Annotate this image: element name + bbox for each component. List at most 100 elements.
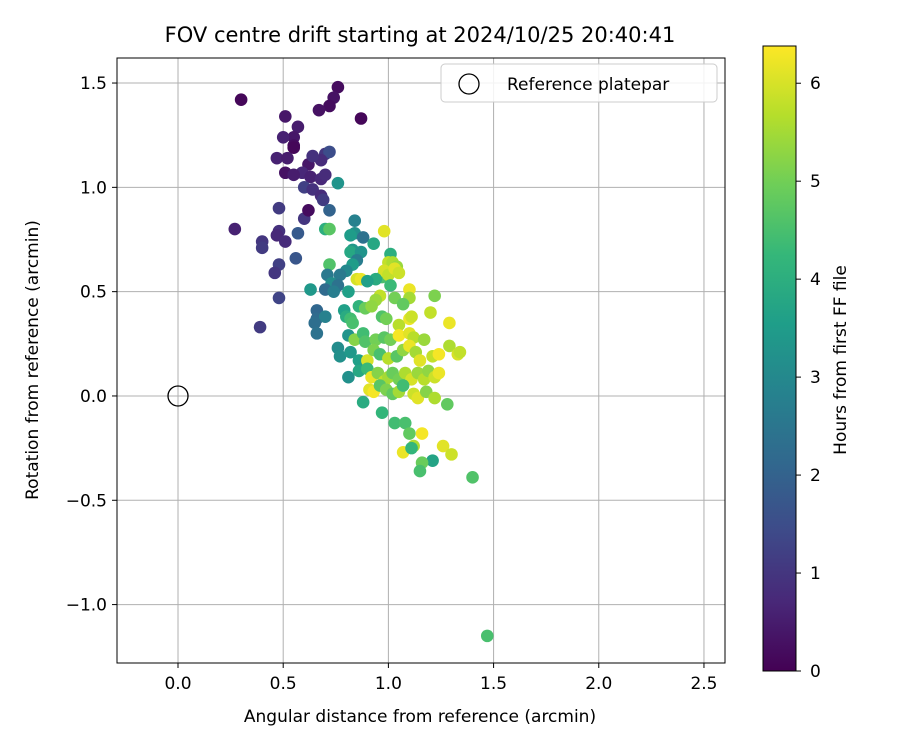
- data-point: [344, 345, 357, 359]
- data-point: [287, 141, 301, 155]
- data-point: [342, 285, 355, 298]
- data-point: [396, 297, 410, 311]
- colorbar-tick-label: 3: [810, 368, 821, 388]
- data-point: [432, 366, 446, 380]
- data-point: [379, 312, 393, 326]
- y-tick-label: 1.0: [80, 178, 107, 198]
- data-point: [346, 316, 359, 330]
- data-point: [436, 439, 450, 453]
- data-point: [255, 241, 269, 255]
- data-point: [272, 201, 286, 215]
- data-point: [413, 464, 427, 478]
- y-axis-ticks: −1.0 −0.5 0.0 0.5 1.0 1.5: [66, 74, 117, 616]
- data-point: [310, 327, 324, 340]
- data-point: [384, 279, 397, 292]
- colorbar: 0 1 2 3 4 5 6 Hours from first FF file: [762, 45, 851, 682]
- data-point: [281, 151, 294, 165]
- data-point: [443, 339, 456, 353]
- data-point: [388, 416, 402, 430]
- colorbar-tick-label: 6: [810, 74, 821, 94]
- data-point: [312, 103, 326, 117]
- data-point: [268, 266, 282, 280]
- data-point: [304, 283, 317, 296]
- data-point: [428, 289, 441, 303]
- data-point: [466, 471, 479, 484]
- colorbar-tick-label: 2: [810, 466, 821, 486]
- data-point: [323, 203, 336, 217]
- data-point: [291, 120, 305, 134]
- x-tick-label: 2.0: [585, 674, 612, 694]
- data-point: [304, 170, 317, 184]
- data-point: [443, 316, 456, 330]
- x-tick-label: 1.5: [480, 674, 507, 694]
- x-tick-label: 2.5: [690, 674, 717, 694]
- colorbar-ticks: 0 1 2 3 4 5 6: [796, 74, 821, 682]
- data-point: [318, 168, 332, 182]
- data-point: [358, 335, 372, 349]
- data-point: [276, 130, 290, 144]
- data-point: [417, 333, 431, 346]
- data-point: [318, 310, 332, 323]
- data-point: [279, 235, 292, 248]
- data-point: [323, 222, 336, 236]
- data-point: [316, 193, 330, 207]
- x-tick-label: 1.0: [375, 674, 402, 694]
- y-tick-label: 0.0: [80, 387, 107, 407]
- colorbar-tick-label: 4: [810, 270, 821, 290]
- y-tick-label: −0.5: [66, 491, 107, 511]
- data-point: [291, 226, 305, 240]
- data-point: [367, 237, 380, 250]
- x-axis-label: Angular distance from reference (arcmin): [244, 707, 596, 727]
- data-point: [396, 379, 410, 392]
- data-point: [413, 354, 427, 367]
- data-point: [405, 441, 418, 455]
- y-axis-label: Rotation from reference (arcmin): [23, 220, 43, 500]
- data-point: [348, 214, 362, 228]
- data-point: [327, 285, 340, 298]
- data-point: [361, 274, 374, 288]
- data-point: [354, 112, 368, 125]
- data-point: [424, 306, 437, 319]
- plot-frame: [116, 57, 726, 664]
- y-tick-label: −1.0: [66, 596, 107, 616]
- y-tick-label: 1.5: [80, 74, 107, 94]
- data-point: [428, 391, 441, 405]
- x-tick-label: 0.0: [164, 674, 191, 694]
- data-point: [375, 406, 389, 419]
- data-point: [287, 168, 301, 182]
- data-point: [440, 398, 454, 411]
- data-point: [392, 329, 406, 342]
- data-point: [323, 99, 336, 113]
- legend-marker-reference: [458, 73, 480, 95]
- data-point: [432, 347, 446, 361]
- data-point: [331, 176, 345, 190]
- x-axis-ticks: 0.0 0.5 1.0 1.5 2.0 2.5: [164, 663, 717, 694]
- data-point: [392, 318, 406, 332]
- legend-box: [440, 63, 718, 103]
- data-point: [356, 231, 370, 244]
- data-point: [308, 316, 322, 330]
- data-point: [289, 251, 303, 265]
- data-point: [377, 224, 391, 238]
- data-point: [228, 222, 242, 236]
- data-point: [445, 448, 458, 461]
- chart-title: FOV centre drift starting at 2024/10/25 …: [165, 23, 676, 47]
- legend: Reference platepar: [440, 63, 718, 103]
- data-points: [167, 80, 494, 643]
- data-point: [392, 266, 406, 280]
- colorbar-label: Hours from first FF file: [831, 265, 851, 455]
- colorbar-tick-label: 5: [810, 172, 821, 192]
- reference-platepar-marker: [167, 385, 189, 407]
- data-point: [270, 151, 284, 165]
- colorbar-tick-label: 0: [810, 662, 821, 682]
- data-point: [279, 110, 292, 123]
- data-point: [342, 370, 355, 384]
- data-point: [453, 345, 467, 359]
- data-point: [333, 268, 347, 282]
- data-point: [306, 149, 319, 163]
- data-point: [323, 145, 336, 159]
- y-tick-label: 0.5: [80, 283, 107, 303]
- data-point: [323, 258, 336, 271]
- data-point: [253, 320, 267, 334]
